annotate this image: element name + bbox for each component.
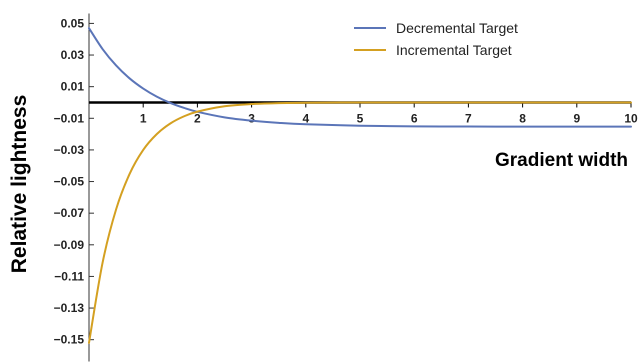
y-tick-label: −0.11 — [54, 269, 84, 283]
decremental-target-line — [88, 27, 632, 128]
y-tick-label: −0.05 — [54, 175, 85, 189]
x-tick-label: 3 — [248, 111, 255, 125]
y-tick-label: 0.01 — [61, 80, 85, 94]
x-tick-label: 9 — [573, 111, 580, 125]
incremental-target-line — [88, 101, 632, 344]
x-tick-label: 2 — [194, 111, 201, 125]
legend-label-incremental: Incremental Target — [396, 42, 512, 58]
y-tick-label: −0.13 — [54, 301, 85, 315]
x-tick-label: 5 — [357, 111, 364, 125]
x-tick-label: 1 — [140, 111, 147, 125]
x-tick-label: 4 — [302, 111, 309, 125]
y-axis-title: Relative lightness — [8, 95, 31, 274]
y-tick-label: −0.03 — [54, 143, 85, 157]
x-tick-label: 8 — [519, 111, 526, 125]
legend-label-decremental: Decremental Target — [396, 20, 518, 36]
x-tick-label: 6 — [411, 111, 418, 125]
x-tick-label: 7 — [465, 111, 472, 125]
y-tick-label: −0.09 — [54, 238, 85, 252]
y-tick-label: −0.15 — [54, 333, 85, 347]
y-tick-label: −0.01 — [54, 111, 85, 125]
y-tick-label: 0.05 — [61, 16, 85, 30]
y-tick-label: 0.03 — [61, 48, 85, 62]
x-axis-title: Gradient width — [495, 150, 628, 171]
x-tick-label: 10 — [624, 111, 638, 125]
plot-area: 0.05 0.03 0.01 −0.01 −0.03 −0.05 −0.07 −0.09 −0.… — [54, 13, 638, 362]
y-tick-label: −0.07 — [54, 206, 85, 220]
legend: Decremental Target Incremental Target — [354, 20, 518, 58]
